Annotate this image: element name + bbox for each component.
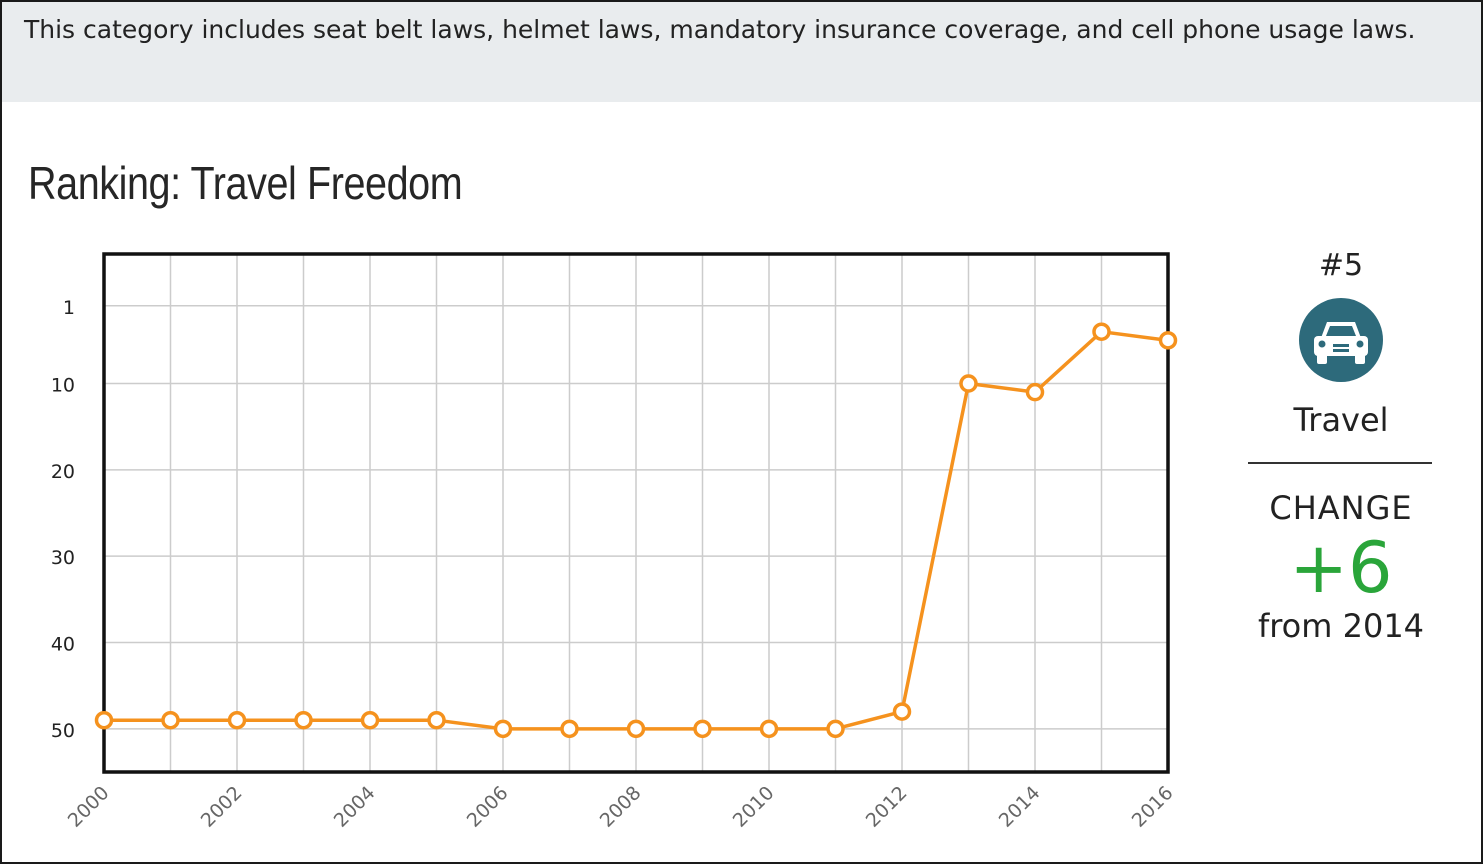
data-point — [493, 719, 513, 739]
x-tick-label: 2000 — [64, 782, 114, 832]
data-point — [626, 719, 646, 739]
x-tick-label: 2002 — [197, 782, 247, 832]
x-tick-label: 2006 — [463, 782, 513, 832]
car-icon — [1299, 298, 1383, 382]
x-tick-label: 2012 — [862, 782, 912, 832]
data-point — [227, 710, 247, 730]
data-point — [161, 710, 180, 730]
data-point — [560, 719, 579, 739]
divider — [1248, 462, 1432, 464]
y-tick-label: 10 — [51, 375, 75, 397]
y-tick-label: 20 — [51, 461, 75, 483]
category-description-bar: This category includes seat belt laws, h… — [2, 2, 1481, 102]
rank-number: #5 — [1318, 248, 1364, 283]
plot-border — [102, 252, 1170, 774]
rank-summary: #5 Travel CHANGE +6 from 2014 — [1248, 242, 1434, 646]
x-tick-label: 2004 — [330, 782, 380, 832]
data-point — [826, 719, 845, 739]
data-point — [360, 710, 380, 730]
data-point — [1025, 382, 1045, 402]
change-label: CHANGE — [1269, 489, 1413, 527]
x-tick-label: 2016 — [1128, 782, 1178, 832]
x-tick-label: 2010 — [729, 782, 779, 832]
data-point — [294, 710, 313, 730]
data-point — [94, 710, 114, 730]
data-point — [959, 374, 978, 393]
x-tick-label: 2014 — [995, 782, 1045, 832]
data-point — [427, 710, 446, 730]
category-label: Travel — [1293, 401, 1389, 439]
change-from: from 2014 — [1257, 607, 1425, 645]
data-point — [1158, 331, 1178, 350]
y-tick-label: 50 — [51, 720, 75, 742]
y-tick-label: 1 — [63, 297, 75, 319]
chart-title: Ranking: Travel Freedom — [28, 157, 463, 209]
change-value: +6 — [1289, 527, 1393, 609]
x-tick-label: 2008 — [596, 782, 646, 832]
data-point — [693, 719, 712, 739]
data-point — [1092, 322, 1111, 341]
data-point — [759, 719, 779, 739]
y-tick-label: 30 — [51, 547, 75, 569]
category-description: This category includes seat belt laws, h… — [24, 15, 1416, 44]
data-point — [892, 702, 912, 721]
ranking-chart: 1 10 20 30 40 50 2000 2002 2004 2006 2008 2010 2012 2… — [51, 252, 1178, 832]
y-tick-label: 40 — [51, 634, 75, 656]
